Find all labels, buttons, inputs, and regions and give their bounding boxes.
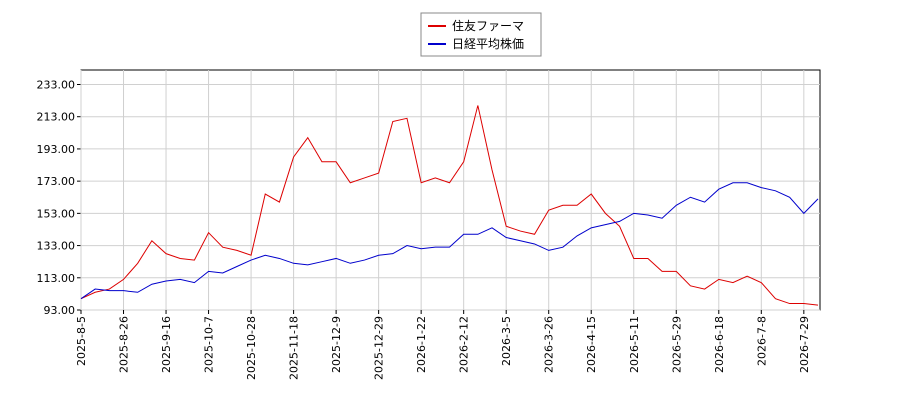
x-tick-label: 2026-7-8 [755, 316, 768, 366]
x-tick-label: 2026-6-18 [713, 316, 726, 373]
x-tick-label: 2025-10-28 [245, 316, 258, 380]
x-tick-label: 2026-4-15 [585, 316, 598, 373]
x-tick-label: 2025-11-18 [288, 316, 301, 380]
x-tick-label: 2025-12-29 [373, 316, 386, 380]
x-tick-label: 2026-2-12 [458, 316, 471, 373]
plot-area [80, 69, 821, 311]
y-tick-label: 193.00 [37, 143, 76, 156]
legend-label: 日経平均株価 [452, 36, 524, 51]
y-tick-label: 113.00 [37, 272, 76, 285]
y-tick-label: 93.00 [44, 304, 76, 317]
x-tick-label: 2026-7-29 [798, 316, 811, 373]
legend [420, 12, 542, 57]
y-tick-label: 153.00 [37, 207, 76, 220]
y-tick-label: 213.00 [37, 111, 76, 124]
series-line [80, 182, 819, 300]
legend-label: 住友ファーマ [452, 19, 524, 33]
x-tick-label: 2026-3-5 [500, 316, 513, 366]
x-tick-label: 2026-5-11 [628, 316, 641, 373]
legend-box [420, 12, 542, 57]
x-tick-label: 2025-8-5 [75, 316, 88, 366]
x-tick-label: 2026-5-29 [670, 316, 683, 373]
y-tick-label: 173.00 [37, 175, 76, 188]
x-tick-label: 2026-3-26 [543, 316, 556, 373]
x-tick-label: 2026-1-22 [415, 316, 428, 373]
y-tick-label: 133.00 [37, 240, 76, 253]
x-tick-label: 2025-9-16 [160, 316, 173, 373]
x-tick-label: 2025-10-7 [203, 316, 216, 373]
x-tick-label: 2025-8-26 [118, 316, 131, 373]
series-line [80, 105, 819, 306]
y-tick-label: 233.00 [37, 78, 76, 91]
x-tick-label: 2025-12-9 [330, 316, 343, 373]
